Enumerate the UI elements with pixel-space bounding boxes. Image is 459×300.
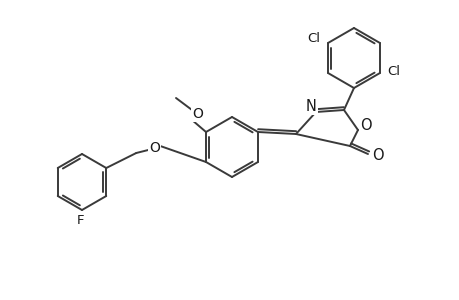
Text: O: O xyxy=(371,148,383,163)
Text: N: N xyxy=(305,98,316,113)
Text: O: O xyxy=(192,107,203,121)
Text: O: O xyxy=(359,118,371,133)
Text: Cl: Cl xyxy=(307,32,320,44)
Text: Cl: Cl xyxy=(386,64,400,77)
Text: F: F xyxy=(77,214,84,227)
Text: O: O xyxy=(149,141,159,155)
